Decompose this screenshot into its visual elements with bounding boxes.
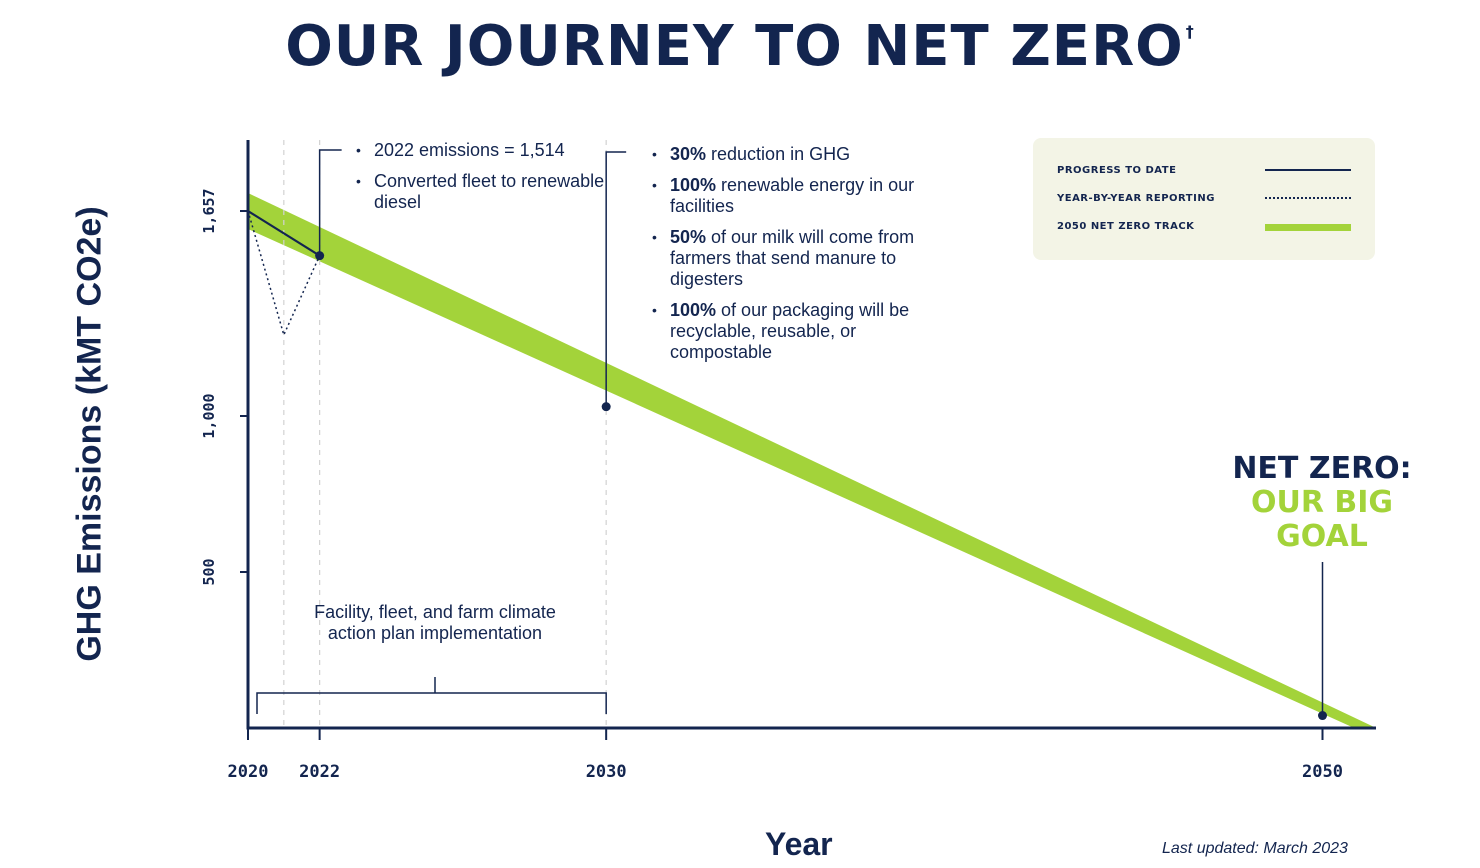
band-layer	[248, 193, 1377, 729]
legend-label-reporting: YEAR-BY-YEAR REPORTING	[1057, 193, 1215, 204]
annotation-2030-item: 30% reduction in GHG	[652, 144, 952, 165]
leader-2022	[318, 149, 342, 256]
chart-legend: PROGRESS TO DATE YEAR-BY-YEAR REPORTING …	[1033, 138, 1375, 260]
reporting-line	[247, 210, 321, 338]
legend-label-track: 2050 NET ZERO TRACK	[1057, 221, 1195, 232]
y-tick-label: 500	[200, 558, 218, 585]
net-zero-line1: NET ZERO:	[1232, 451, 1412, 486]
y-tick-label: 1,000	[200, 393, 218, 438]
x-tick-label: 2020	[228, 762, 269, 782]
x-tick-label: 2030	[586, 762, 627, 782]
annotation-2022: 2022 emissions = 1,514 Converted fleet t…	[356, 140, 606, 223]
annotation-2022-item: 2022 emissions = 1,514	[356, 140, 606, 161]
data-point	[315, 251, 325, 261]
ticks-layer: 2020 2022 2030 2050 500 1,000 1,657	[200, 188, 1343, 782]
data-point	[601, 402, 611, 412]
data-point	[1318, 711, 1327, 721]
net-zero-callout: NET ZERO: OUR BIG GOAL	[1222, 452, 1422, 554]
progress-line	[247, 210, 321, 257]
x-tick-label: 2050	[1302, 762, 1343, 782]
x-tick-label: 2022	[299, 762, 340, 782]
y-tick-label: 1,657	[200, 188, 218, 233]
legend-label-progress: PROGRESS TO DATE	[1057, 165, 1177, 176]
page-title: OUR JOURNEY TO NET ZERO †	[285, 14, 1195, 79]
guides-layer	[283, 140, 607, 728]
series-layer	[247, 149, 1324, 716]
last-updated-note: Last updated: March 2023	[1162, 840, 1348, 857]
title-footnote-mark: †	[1185, 22, 1195, 41]
leader-2030	[605, 151, 627, 407]
bracket-annotation: Facility, fleet, and farm climate action…	[314, 602, 556, 643]
axes-layer	[246, 140, 1376, 730]
annotation-2030-item: 100% of our packaging will be recyclable…	[652, 300, 952, 363]
net-zero-track-band	[248, 193, 1377, 729]
legend-swatch-solid	[1265, 169, 1351, 171]
legend-swatch-dotted	[1265, 197, 1351, 199]
points-layer	[315, 251, 1327, 721]
x-axis-label: Year	[765, 826, 833, 862]
annotation-2030-item: 50% of our milk will come from farmers t…	[652, 227, 952, 290]
annotation-2030: 30% reduction in GHG 100% renewable ener…	[652, 144, 952, 373]
bracket	[256, 692, 607, 714]
net-zero-line2: OUR BIG GOAL	[1250, 485, 1394, 554]
annotation-2030-item: 100% renewable energy in our facilities	[652, 175, 952, 217]
annotation-2022-item: Converted fleet to renewable diesel	[356, 171, 606, 213]
legend-swatch-band	[1265, 224, 1351, 231]
